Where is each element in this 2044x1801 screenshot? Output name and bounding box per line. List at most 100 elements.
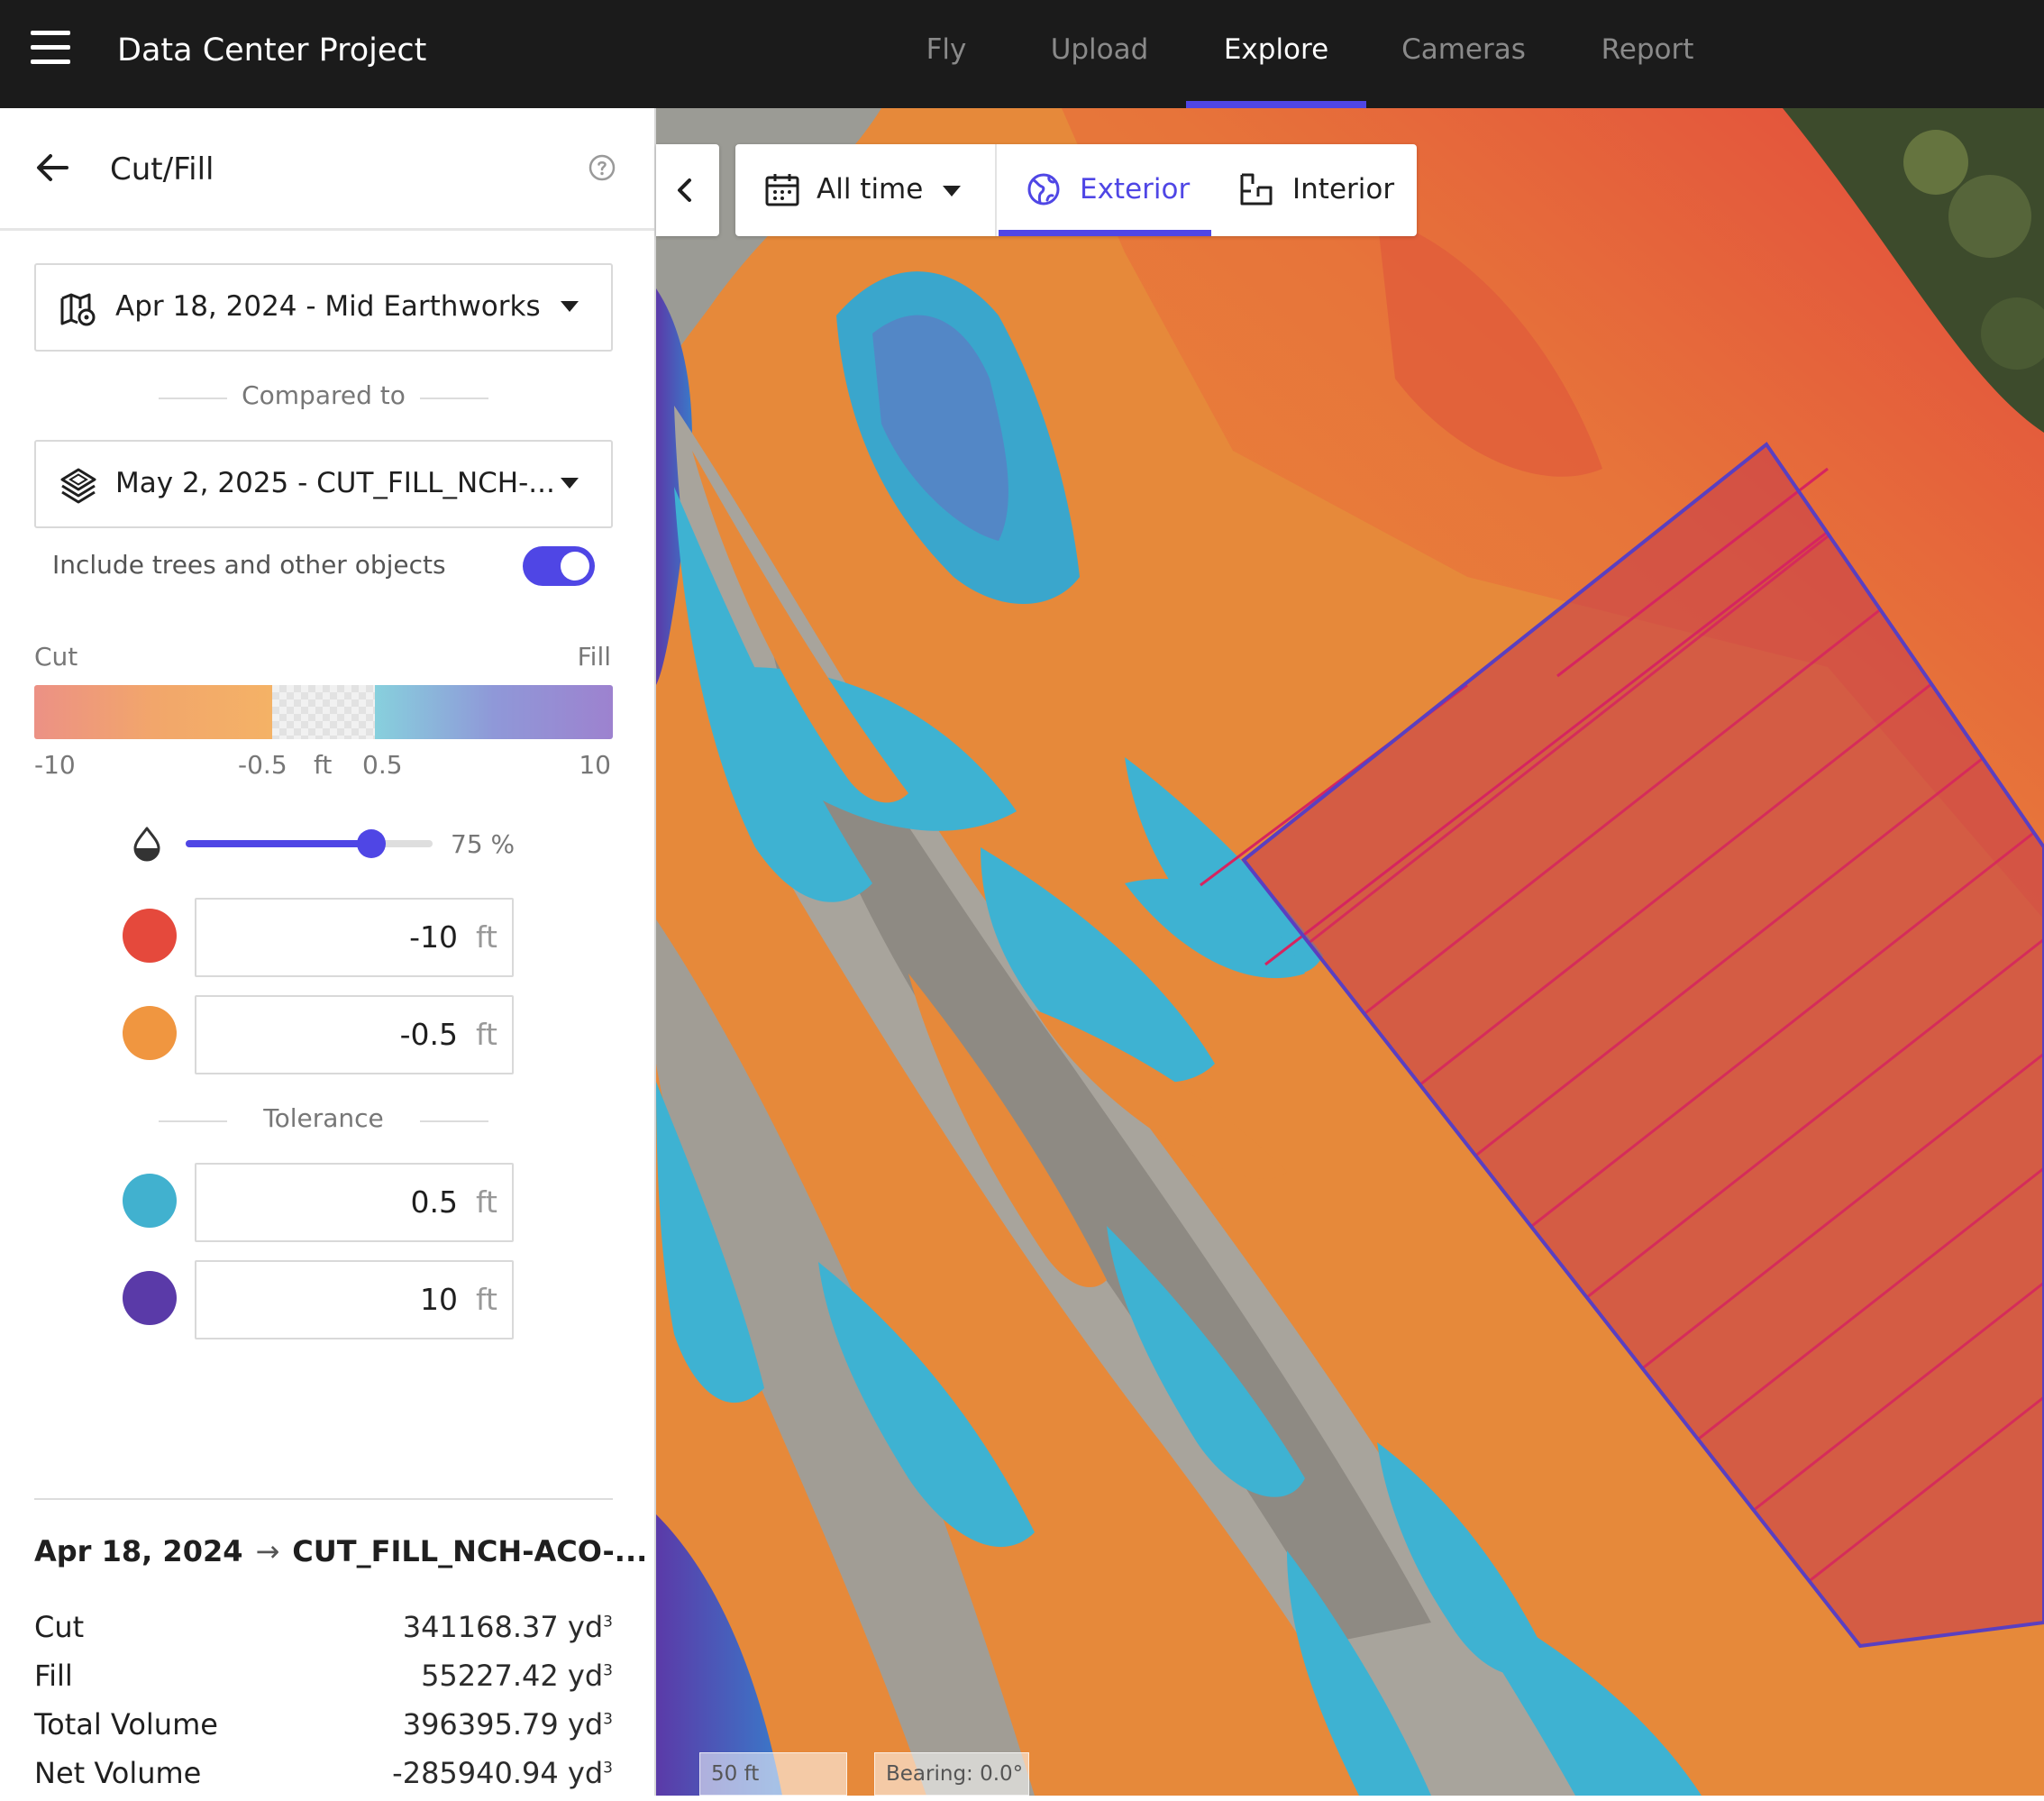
comparison-to: CUT_FILL_NCH-ACO-... — [292, 1534, 648, 1568]
compare-survey-value: May 2, 2025 - CUT_FILL_NCH-... — [115, 467, 555, 499]
comparison-heading: Apr 18, 2024 → CUT_FILL_NCH-ACO-... — [34, 1534, 647, 1568]
map-toolbar: All time Exterior Interior — [735, 144, 1417, 236]
collapse-panel-button[interactable] — [656, 144, 719, 236]
opacity-slider[interactable] — [186, 829, 433, 858]
cut-fill-map[interactable] — [656, 108, 2044, 1796]
stat-label: Total Volume — [34, 1707, 218, 1742]
unit-label: ft — [476, 919, 497, 955]
fill-zone — [1125, 878, 1305, 979]
cut-zone — [692, 451, 908, 803]
deep-fill-zone — [656, 1514, 782, 1796]
stat-row-fill: Fill 55227.42 yd3 — [34, 1659, 613, 1704]
tab-interior-label: Interior — [1292, 173, 1395, 206]
fill-max-input[interactable]: 10 ft — [195, 1260, 514, 1339]
unit-label: ft — [476, 1282, 497, 1317]
tab-exterior-label: Exterior — [1080, 173, 1191, 206]
design-area-fill — [1244, 444, 2044, 1646]
tab-exterior[interactable]: Exterior — [999, 144, 1211, 236]
comparison-from: Apr 18, 2024 — [34, 1534, 243, 1568]
hatch-line — [1264, 530, 1829, 966]
deep-fill-zone — [872, 315, 1008, 541]
include-objects-label: Include trees and other objects — [52, 550, 446, 580]
compare-survey-select[interactable]: May 2, 2025 - CUT_FILL_NCH-... — [34, 440, 613, 528]
opacity-drop-icon — [133, 827, 160, 862]
tab-fly[interactable]: Fly — [926, 33, 967, 66]
opacity-value: 75 % — [451, 829, 516, 859]
fill-gradient — [375, 685, 613, 739]
back-arrow-icon[interactable] — [31, 146, 74, 189]
bearing-indicator: Bearing: 0.0° — [874, 1752, 1029, 1796]
stat-value: -285940.94 yd3 — [392, 1756, 613, 1790]
opacity-slider-thumb[interactable] — [356, 829, 386, 858]
fill-zone — [1377, 1442, 1548, 1676]
tab-explore[interactable]: Explore — [1186, 0, 1366, 108]
fill-tolerance-input[interactable]: 0.5 ft — [195, 1163, 514, 1242]
deep-cut-zone — [1062, 108, 2044, 919]
boundary-outline — [1241, 442, 2044, 1649]
fill-tolerance-color-swatch[interactable] — [123, 1174, 177, 1228]
fill-zone — [1449, 1586, 1702, 1796]
include-objects-toggle[interactable] — [523, 546, 595, 586]
cut-fill-panel: Cut/Fill Apr 18, 2024 - Mid Earthworks C… — [0, 108, 656, 1796]
toggle-knob — [561, 552, 589, 581]
calendar-icon — [765, 174, 799, 206]
cut-tolerance-input[interactable]: -0.5 ft — [195, 995, 514, 1074]
help-icon[interactable] — [588, 153, 616, 182]
tab-interior[interactable]: Interior — [1211, 144, 1417, 236]
tolerance-band — [272, 685, 375, 739]
design-surface-icon — [60, 468, 96, 504]
panel-header: Cut/Fill — [0, 108, 654, 231]
fill-zone — [656, 1082, 764, 1403]
stat-value: 396395.79 yd3 — [402, 1707, 613, 1742]
cut-tolerance-value: -0.5 — [399, 1017, 458, 1052]
hamburger-menu-icon[interactable] — [31, 31, 70, 67]
fill-max-value: 10 — [420, 1282, 458, 1317]
arrow-right-icon: → — [255, 1534, 280, 1568]
project-title: Data Center Project — [117, 32, 427, 69]
tree-canopy — [1903, 130, 1968, 195]
stat-row-net-volume: Net Volume -285940.94 yd3 — [34, 1756, 613, 1801]
globe-icon — [1027, 173, 1060, 206]
stat-value: 341168.37 yd3 — [402, 1610, 613, 1644]
floorplan-icon — [1240, 173, 1273, 206]
stat-row-cut: Cut 341168.37 yd3 — [34, 1610, 613, 1655]
stats-divider — [34, 1498, 613, 1500]
stat-row-total-volume: Total Volume 396395.79 yd3 — [34, 1707, 613, 1752]
fill-zone — [981, 847, 1215, 1083]
tab-report[interactable]: Report — [1601, 33, 1694, 66]
cut-zone — [908, 974, 1107, 1288]
fill-scale-label: Fill — [577, 642, 611, 672]
exposed-ground — [764, 613, 1431, 1641]
scale-fill-tol-label: 0.5 — [362, 750, 403, 780]
time-filter-dropdown[interactable]: All time — [735, 144, 997, 236]
tab-cameras[interactable]: Cameras — [1401, 33, 1526, 66]
cut-scale-label: Cut — [34, 642, 78, 672]
chevron-left-icon — [678, 178, 691, 202]
fill-max-color-swatch[interactable] — [123, 1271, 177, 1325]
cut-tolerance-color-swatch[interactable] — [123, 1006, 177, 1060]
tolerance-label: Tolerance — [159, 1103, 488, 1133]
cut-fill-heatmap — [656, 108, 2044, 1796]
map-marker-icon — [60, 293, 96, 326]
base-survey-select[interactable]: Apr 18, 2024 - Mid Earthworks — [34, 263, 613, 352]
base-survey-value: Apr 18, 2024 - Mid Earthworks — [115, 290, 541, 323]
fill-zone — [1287, 1550, 1431, 1796]
stat-label: Fill — [34, 1659, 73, 1693]
time-filter-value: All time — [817, 173, 924, 206]
fill-zone — [674, 487, 872, 902]
stat-label: Net Volume — [34, 1756, 202, 1790]
panel-title: Cut/Fill — [110, 151, 214, 187]
tab-upload[interactable]: Upload — [1050, 33, 1149, 66]
scale-min-label: -10 — [34, 750, 76, 780]
cut-max-input[interactable]: -10 ft — [195, 898, 514, 977]
stat-value: 55227.42 yd3 — [421, 1659, 613, 1693]
scale-max-label: 10 — [579, 750, 611, 780]
top-navigation-bar: Data Center Project Fly Upload Explore C… — [0, 0, 2044, 108]
deep-cut-zone — [1377, 216, 1602, 477]
fill-tolerance-value: 0.5 — [410, 1184, 458, 1220]
chevron-down-icon — [561, 478, 579, 489]
fill-zone — [818, 1262, 1035, 1548]
hatch-line — [1556, 467, 1829, 678]
cut-max-color-swatch[interactable] — [123, 909, 177, 963]
chevron-down-icon — [561, 301, 579, 312]
